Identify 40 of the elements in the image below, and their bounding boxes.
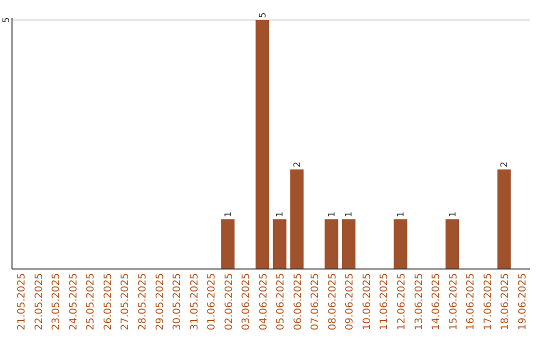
ref-line-label: 5 [2,17,12,23]
x-tick-label: 31.05.2025 [189,273,200,330]
x-tick-label: 13.06.2025 [414,273,425,330]
x-tick-label: 26.05.2025 [102,273,114,330]
x-tick-label: 16.06.2025 [466,273,477,330]
x-tick-label: 21.05.2025 [16,273,28,330]
x-tick-label: 02.06.2025 [224,273,235,330]
data-label: 5 [258,12,268,18]
data-label: 1 [396,211,406,218]
x-tick-label: 06.06.2025 [292,273,304,330]
x-tick-label: 24.05.2025 [68,273,80,330]
data-label: 1 [327,211,338,218]
x-tick-label: 30.05.2025 [172,273,184,330]
data-label: 1 [448,211,458,218]
x-tick-label: 25.05.2025 [86,273,97,330]
x-tick-label: 27.05.2025 [120,273,132,330]
data-label: 1 [224,211,234,218]
data-label: 2 [500,162,510,168]
x-tick-label: 01.06.2025 [206,273,218,330]
x-tick-label: 11.06.2025 [379,273,390,330]
data-label: 1 [276,211,286,218]
x-tick-label: 14.06.2025 [431,273,442,330]
x-tick-label: 10.06.2025 [362,273,373,330]
x-tick-label: 18.06.2025 [500,273,512,330]
x-tick-label: 17.06.2025 [482,273,494,330]
x-tick-label: 05.06.2025 [276,273,287,330]
x-tick-label: 22.05.2025 [34,273,45,330]
x-tick-label: 12.06.2025 [396,273,408,330]
x-tick-label: 28.05.2025 [138,273,148,330]
x-tick-label: 03.06.2025 [241,273,252,330]
x-tick-label: 23.05.2025 [51,273,62,330]
x-tick-label: 08.06.2025 [327,273,338,330]
x-tick-label: 04.06.2025 [258,273,270,330]
x-tick-label: 07.06.2025 [310,273,322,330]
data-label: 2 [292,162,303,168]
x-tick-label: 15.06.2025 [448,273,460,330]
x-tick-label: 09.06.2025 [344,273,356,330]
data-label: 1 [344,211,355,218]
x-tick-label: 29.05.2025 [154,273,166,330]
x-tick-label: 19.06.2025 [517,273,528,330]
